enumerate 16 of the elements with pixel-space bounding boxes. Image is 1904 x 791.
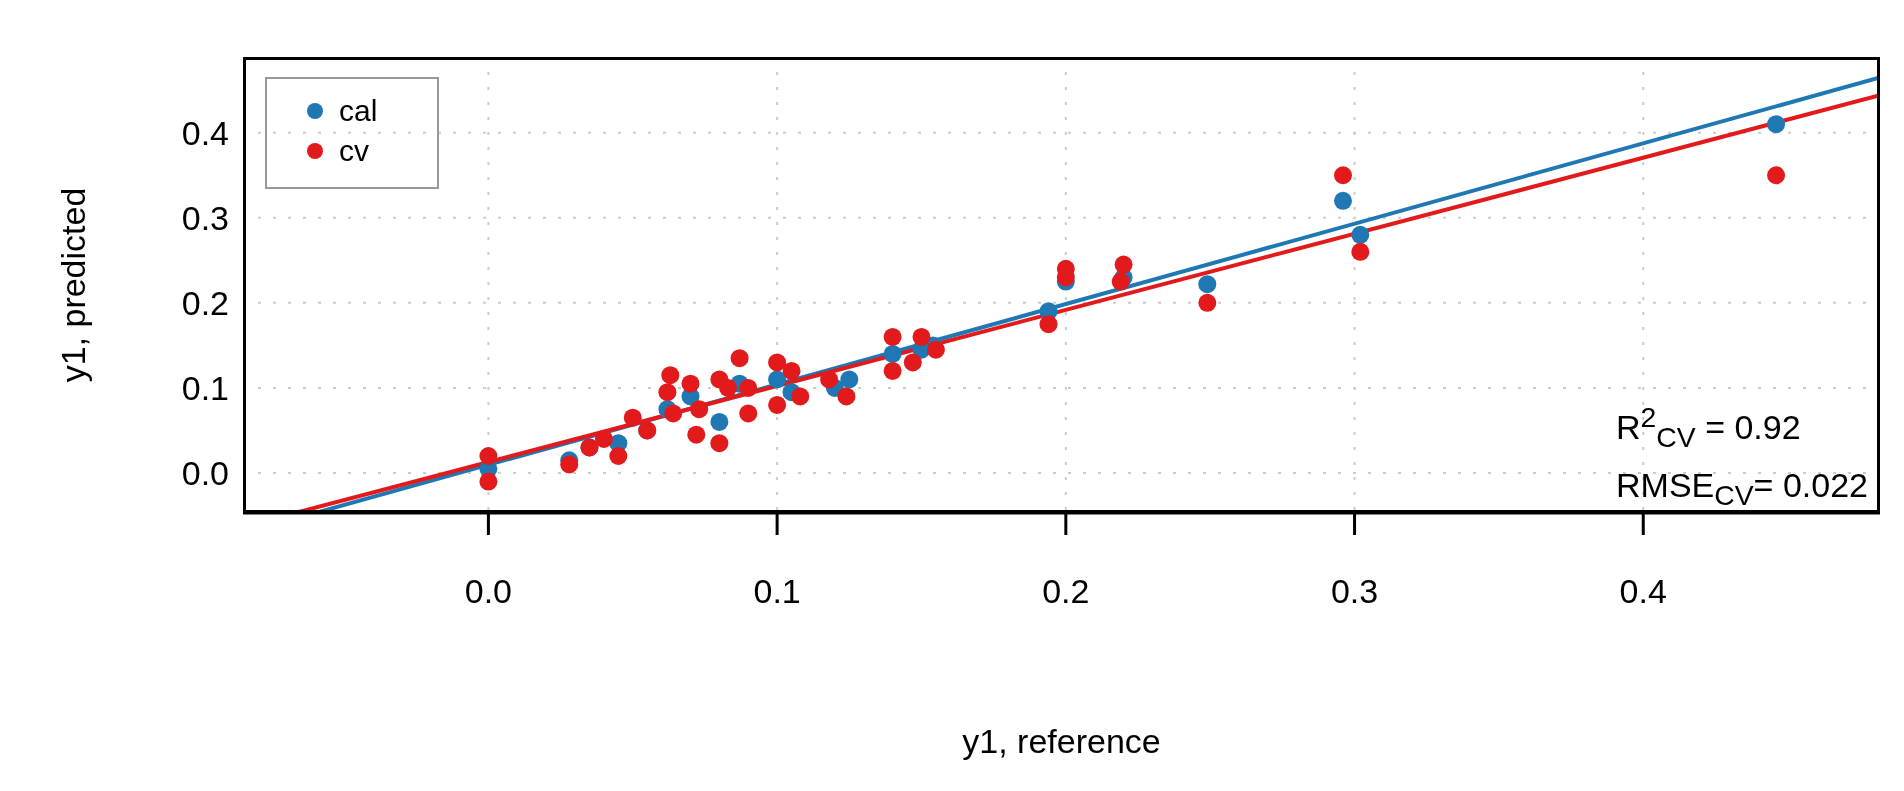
x-tick-label: 0.2 xyxy=(1042,572,1090,611)
x-tick-label: 0.1 xyxy=(753,572,801,611)
y-tick-label: 0.3 xyxy=(181,198,229,237)
y-tick-label: 0.1 xyxy=(181,369,229,408)
y-tick-label: 0.4 xyxy=(181,113,229,152)
x-axis-title: y1, reference xyxy=(962,722,1161,760)
annotation: R$^{2}$$_{CV}$ = 0.92 xyxy=(1616,400,1802,456)
legend-label: cv xyxy=(339,134,369,168)
x-tick-label: 0.3 xyxy=(1330,572,1379,611)
y-axis-title: y1, predicted xyxy=(54,187,93,383)
y-tick-label: 0.0 xyxy=(181,454,229,493)
x-tick-label: 0.0 xyxy=(464,572,513,611)
y-tick-label: 0.2 xyxy=(181,283,229,322)
legend-label: cal xyxy=(339,94,378,128)
x-tick-label: 0.4 xyxy=(1619,572,1667,611)
annotation: RMSE$_{CV}$= 0.022 xyxy=(1616,465,1868,513)
